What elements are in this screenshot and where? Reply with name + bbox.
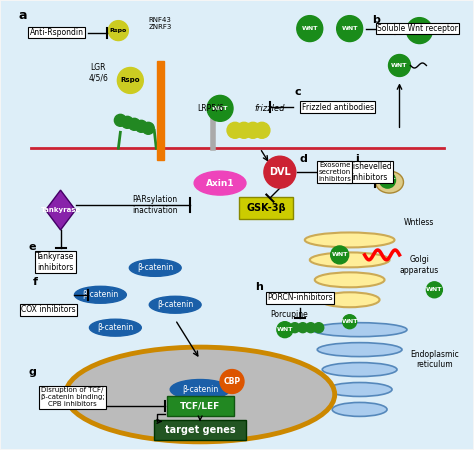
Text: COX inhibitors: COX inhibitors bbox=[21, 305, 76, 314]
Text: WNT: WNT bbox=[392, 63, 408, 68]
Circle shape bbox=[314, 323, 324, 333]
Circle shape bbox=[118, 68, 143, 94]
Text: WNT: WNT bbox=[341, 26, 358, 31]
Circle shape bbox=[427, 282, 442, 298]
Ellipse shape bbox=[322, 363, 397, 377]
Text: frizzled: frizzled bbox=[255, 104, 285, 113]
Circle shape bbox=[298, 323, 308, 333]
Circle shape bbox=[236, 122, 252, 138]
Text: WNT: WNT bbox=[341, 319, 358, 324]
Ellipse shape bbox=[320, 292, 380, 307]
Text: Anti-Rspondin: Anti-Rspondin bbox=[29, 28, 83, 37]
Text: WNT: WNT bbox=[301, 26, 318, 31]
Text: Endoplasmic
reticulum: Endoplasmic reticulum bbox=[410, 350, 459, 369]
PathPatch shape bbox=[46, 190, 75, 230]
Text: g: g bbox=[28, 367, 36, 377]
Ellipse shape bbox=[149, 296, 201, 313]
Text: Exosome
secretion
inhibitors: Exosome secretion inhibitors bbox=[318, 162, 351, 182]
Text: Porcupine: Porcupine bbox=[270, 310, 308, 319]
Ellipse shape bbox=[375, 171, 403, 193]
Circle shape bbox=[220, 369, 244, 393]
Text: LRP5/6: LRP5/6 bbox=[197, 104, 223, 113]
Circle shape bbox=[297, 16, 323, 41]
Text: β-catenin: β-catenin bbox=[182, 385, 218, 394]
FancyBboxPatch shape bbox=[154, 420, 246, 441]
Text: Wntless: Wntless bbox=[404, 217, 435, 226]
Circle shape bbox=[380, 172, 395, 188]
Ellipse shape bbox=[65, 347, 335, 442]
Circle shape bbox=[121, 117, 133, 128]
Text: i: i bbox=[355, 154, 358, 164]
Circle shape bbox=[389, 54, 410, 76]
Text: WNT: WNT bbox=[379, 178, 396, 183]
Circle shape bbox=[207, 95, 233, 122]
Text: Dishevelled
inhibitors: Dishevelled inhibitors bbox=[347, 162, 392, 182]
Ellipse shape bbox=[312, 323, 407, 337]
Text: h: h bbox=[255, 282, 263, 292]
Text: Disruption of TCF/
β-catenin binding;
CPB inhibitors: Disruption of TCF/ β-catenin binding; CP… bbox=[41, 387, 104, 407]
Text: TCF/LEF: TCF/LEF bbox=[180, 402, 220, 411]
Text: WNT: WNT bbox=[411, 28, 428, 33]
Circle shape bbox=[306, 323, 316, 333]
Text: LGR
4/5/6: LGR 4/5/6 bbox=[89, 63, 109, 82]
Text: DVL: DVL bbox=[269, 167, 291, 177]
Text: β-catenin: β-catenin bbox=[157, 300, 193, 309]
Text: WNT: WNT bbox=[277, 327, 293, 332]
Ellipse shape bbox=[315, 272, 384, 287]
Circle shape bbox=[331, 246, 349, 264]
Text: WNT: WNT bbox=[212, 106, 228, 111]
Text: Rspo: Rspo bbox=[120, 77, 140, 83]
Text: Tankyrase
inhibitors: Tankyrase inhibitors bbox=[36, 252, 75, 272]
Text: CBP: CBP bbox=[223, 377, 241, 386]
Text: WNT: WNT bbox=[331, 252, 348, 257]
Ellipse shape bbox=[310, 252, 390, 267]
Text: β-catenin: β-catenin bbox=[82, 290, 118, 299]
Ellipse shape bbox=[305, 233, 394, 248]
Circle shape bbox=[114, 114, 127, 126]
Text: b: b bbox=[373, 15, 381, 25]
Text: Tankyrase: Tankyrase bbox=[40, 207, 81, 213]
Circle shape bbox=[109, 21, 128, 40]
Text: f: f bbox=[33, 277, 37, 287]
Text: Golgi
apparatus: Golgi apparatus bbox=[400, 255, 439, 274]
Text: c: c bbox=[295, 87, 301, 97]
Text: β-catenin: β-catenin bbox=[137, 263, 173, 272]
Text: a: a bbox=[18, 9, 27, 22]
Text: Rspo: Rspo bbox=[110, 28, 127, 33]
Text: WNT: WNT bbox=[426, 287, 443, 292]
Ellipse shape bbox=[129, 259, 181, 276]
Circle shape bbox=[343, 315, 356, 328]
Text: Soluble Wnt receptor: Soluble Wnt receptor bbox=[377, 24, 458, 33]
Circle shape bbox=[227, 122, 243, 138]
Text: PORCN-inhibitors: PORCN-inhibitors bbox=[267, 293, 333, 302]
Circle shape bbox=[128, 118, 140, 130]
Ellipse shape bbox=[194, 171, 246, 195]
FancyBboxPatch shape bbox=[3, 3, 471, 447]
Text: e: e bbox=[28, 242, 36, 252]
Ellipse shape bbox=[317, 342, 402, 356]
Bar bbox=[157, 60, 164, 160]
Ellipse shape bbox=[90, 319, 141, 336]
Text: GSK-3β: GSK-3β bbox=[246, 203, 286, 213]
Circle shape bbox=[245, 122, 261, 138]
Circle shape bbox=[142, 122, 154, 134]
Text: Frizzled antibodies: Frizzled antibodies bbox=[301, 103, 374, 112]
Ellipse shape bbox=[332, 402, 387, 416]
Circle shape bbox=[337, 16, 363, 41]
Text: RNF43
ZNRF3: RNF43 ZNRF3 bbox=[148, 17, 172, 30]
Ellipse shape bbox=[74, 286, 127, 303]
Circle shape bbox=[254, 122, 270, 138]
Ellipse shape bbox=[170, 379, 230, 400]
Text: d: d bbox=[300, 154, 308, 164]
Text: target genes: target genes bbox=[165, 425, 236, 435]
FancyBboxPatch shape bbox=[167, 396, 234, 416]
Text: Axin1: Axin1 bbox=[206, 179, 234, 188]
Circle shape bbox=[407, 18, 432, 44]
Circle shape bbox=[135, 120, 147, 132]
Text: PARsylation
inactivation: PARsylation inactivation bbox=[133, 195, 178, 215]
Circle shape bbox=[264, 156, 296, 188]
Circle shape bbox=[290, 323, 300, 333]
Text: β-catenin: β-catenin bbox=[97, 323, 134, 332]
Ellipse shape bbox=[327, 382, 392, 396]
